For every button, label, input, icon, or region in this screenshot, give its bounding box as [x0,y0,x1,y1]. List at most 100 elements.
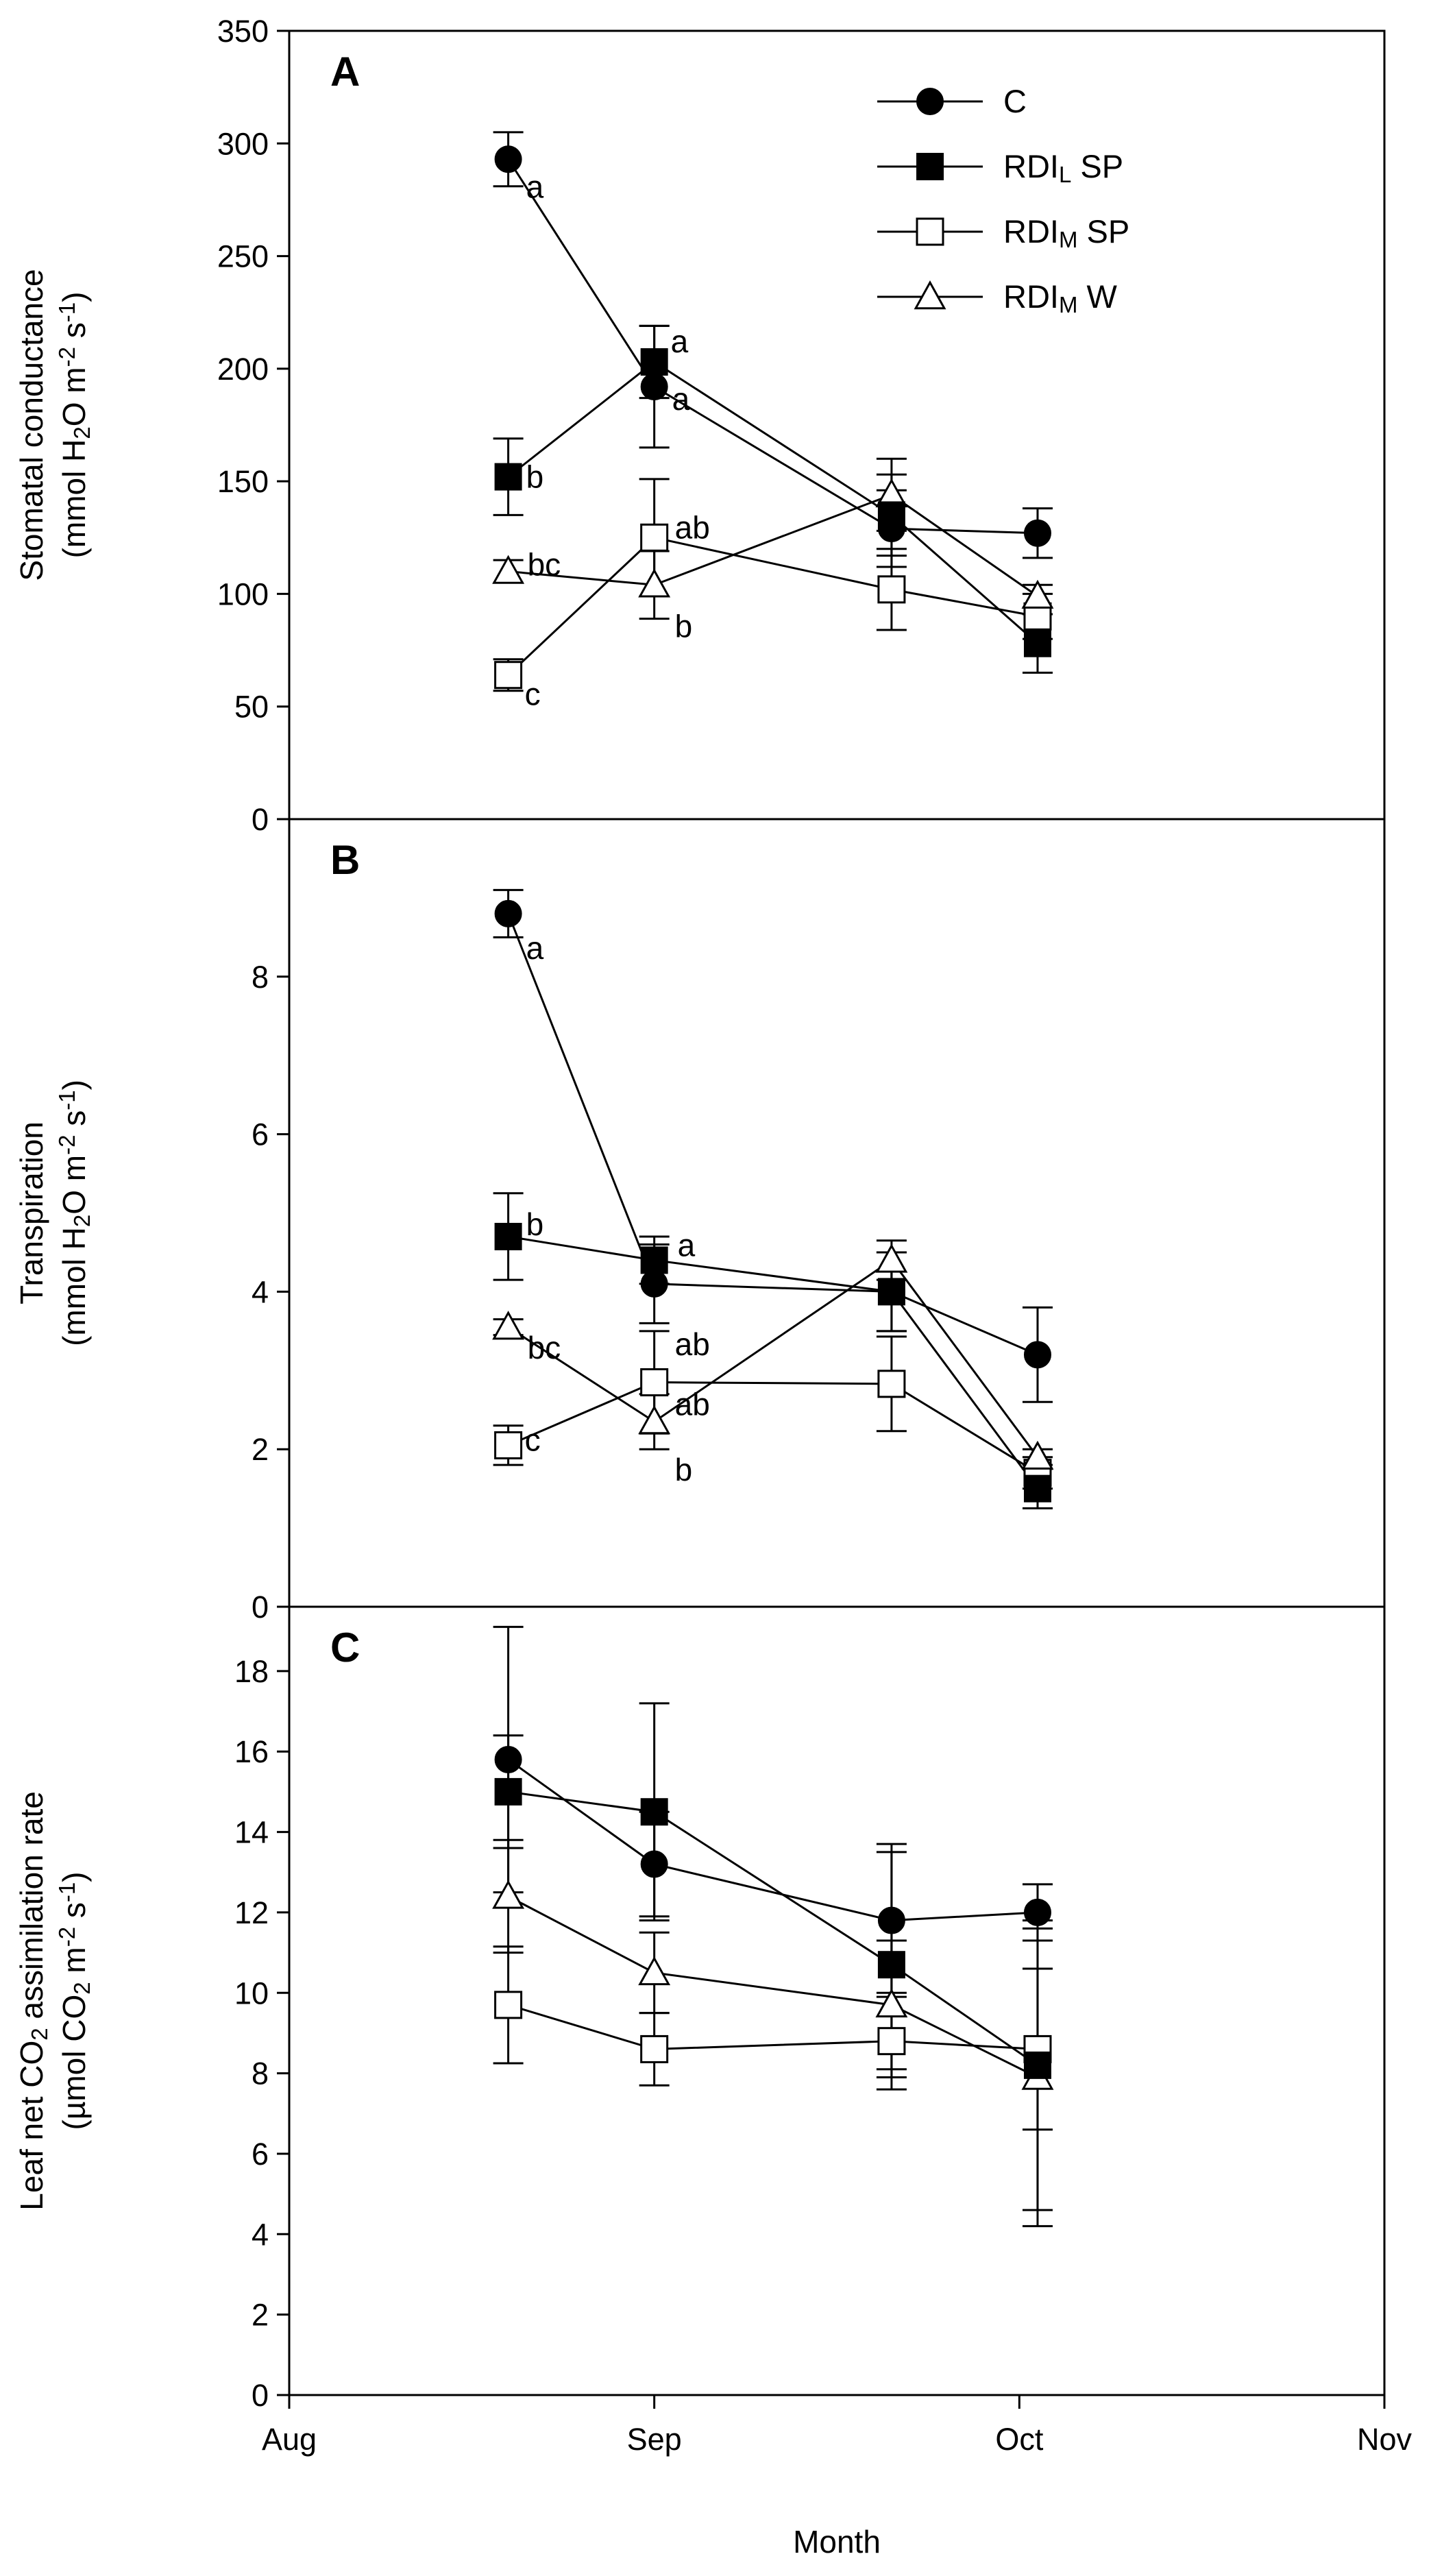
data-point [640,1246,668,1274]
y-tick-label: 300 [217,126,269,161]
y-tick-label: 350 [217,14,269,49]
legend-label: RDIL SP [1003,148,1123,187]
data-point [877,1278,905,1306]
data-point [494,899,522,927]
y-tick-label: 2 [252,1432,269,1467]
text-part: (mmol H [56,1227,92,1346]
y-tick-label: 50 [234,690,269,725]
markers-rdim-sp [494,523,1052,690]
text-part: C [1003,83,1027,119]
text-part: 2 [27,2028,52,2040]
y-tick-label: 100 [217,576,269,611]
text-part: -2 [54,1135,80,1155]
data-point [494,661,523,690]
data-point [492,555,525,584]
significance-label: a [672,381,690,417]
series-line [508,494,1038,597]
significance-label: a [671,324,689,359]
text-part: ) [56,1872,92,1882]
significance-label: c [525,677,541,712]
plot-frame [288,818,1386,1608]
y-tick-label: 12 [234,1895,269,1930]
text-part: ) [56,292,92,302]
markers-rdim-sp [494,1991,1052,2063]
significance-label: ab [675,1326,710,1362]
y-tick-label: 150 [217,464,269,499]
significance-label: ab [675,509,710,545]
legend-entry-rdim-sp: RDIM SP [877,213,1129,252]
y-tick-label: 250 [217,239,269,274]
text-part: M [1059,292,1078,317]
data-point [877,2027,906,2056]
data-point [638,1405,671,1435]
text-part: W [1077,278,1117,315]
data-point [877,1951,905,1979]
text-part: assimilation rate [14,1791,49,2028]
data-point [494,1991,523,2019]
x-tick-label: Nov [1357,2422,1412,2457]
data-point [494,1431,523,1459]
significance-label: bc [528,1330,561,1365]
y-tick-label: 14 [234,1815,269,1850]
y-tick-label: 6 [252,1117,269,1152]
text-part: Stomatal conductance [14,269,49,581]
series-c [493,131,1053,568]
text-part: 2 [69,426,95,439]
data-point [877,515,905,543]
text-part: -2 [54,347,80,367]
x-axis-title: Month [793,2524,881,2560]
x-axis: Aug Sep Oct Nov Month [262,2395,1412,2560]
y-tick-label: 4 [252,1274,269,1309]
markers-rdim-w [492,1243,1054,1470]
series-rdil-sp [493,324,1053,674]
significance-label: b [675,608,693,644]
data-point [877,575,906,604]
y-tick-label: 200 [217,352,269,387]
y-tick-label: 16 [234,1734,269,1769]
data-point [640,1798,668,1826]
series-line [508,2004,1038,2050]
markers-c [494,899,1051,1369]
text-part: Transpiration [14,1121,49,1304]
markers-c [494,1745,1051,1934]
markers-rdil-sp [494,1777,1051,2079]
data-point [494,145,522,173]
data-point [1021,579,1054,609]
y-tick-label: 0 [252,1590,269,1625]
data-point [877,1906,905,1934]
data-point [875,1243,908,1273]
data-point [1023,519,1051,547]
data-point [494,1222,522,1250]
data-point [492,1311,525,1340]
x-tick-label: Aug [262,2422,317,2457]
significance-label: b [675,1452,693,1487]
data-point [640,523,669,552]
significance-label: a [526,169,544,204]
significance-label: ab [675,1387,710,1422]
significance-label: a [678,1227,696,1263]
significance-label: b [526,1206,544,1242]
text-part: (µmol CO [56,1995,92,2130]
panel-a: 0 50 100 150 200 250 300 350 A Stomatal conductan… [14,14,1386,837]
y-axis-title-line1: Transpiration [14,1121,49,1304]
legend-entry-rdil-sp: RDIL SP [877,148,1123,187]
series-rdim-w [493,457,1053,620]
significance-label: a [526,930,544,966]
text-part: O m [56,367,92,426]
series-rdim-w [493,1838,1053,2228]
text-part: -1 [54,1882,80,1902]
markers-rdim-w [492,478,1054,609]
markers-rdim-w [492,1880,1054,2090]
series-line [508,1381,1038,1474]
data-point [492,1880,525,1909]
text-part: SP [1071,148,1123,184]
data-point [640,348,668,376]
data-point [1023,1341,1051,1369]
text-part: RDI [1003,278,1059,315]
series-line [507,1758,1038,1922]
series-rdil-sp [493,1192,1053,1509]
data-point [640,1368,669,1397]
y-tick-label: 8 [252,960,269,995]
data-point [640,1269,668,1298]
